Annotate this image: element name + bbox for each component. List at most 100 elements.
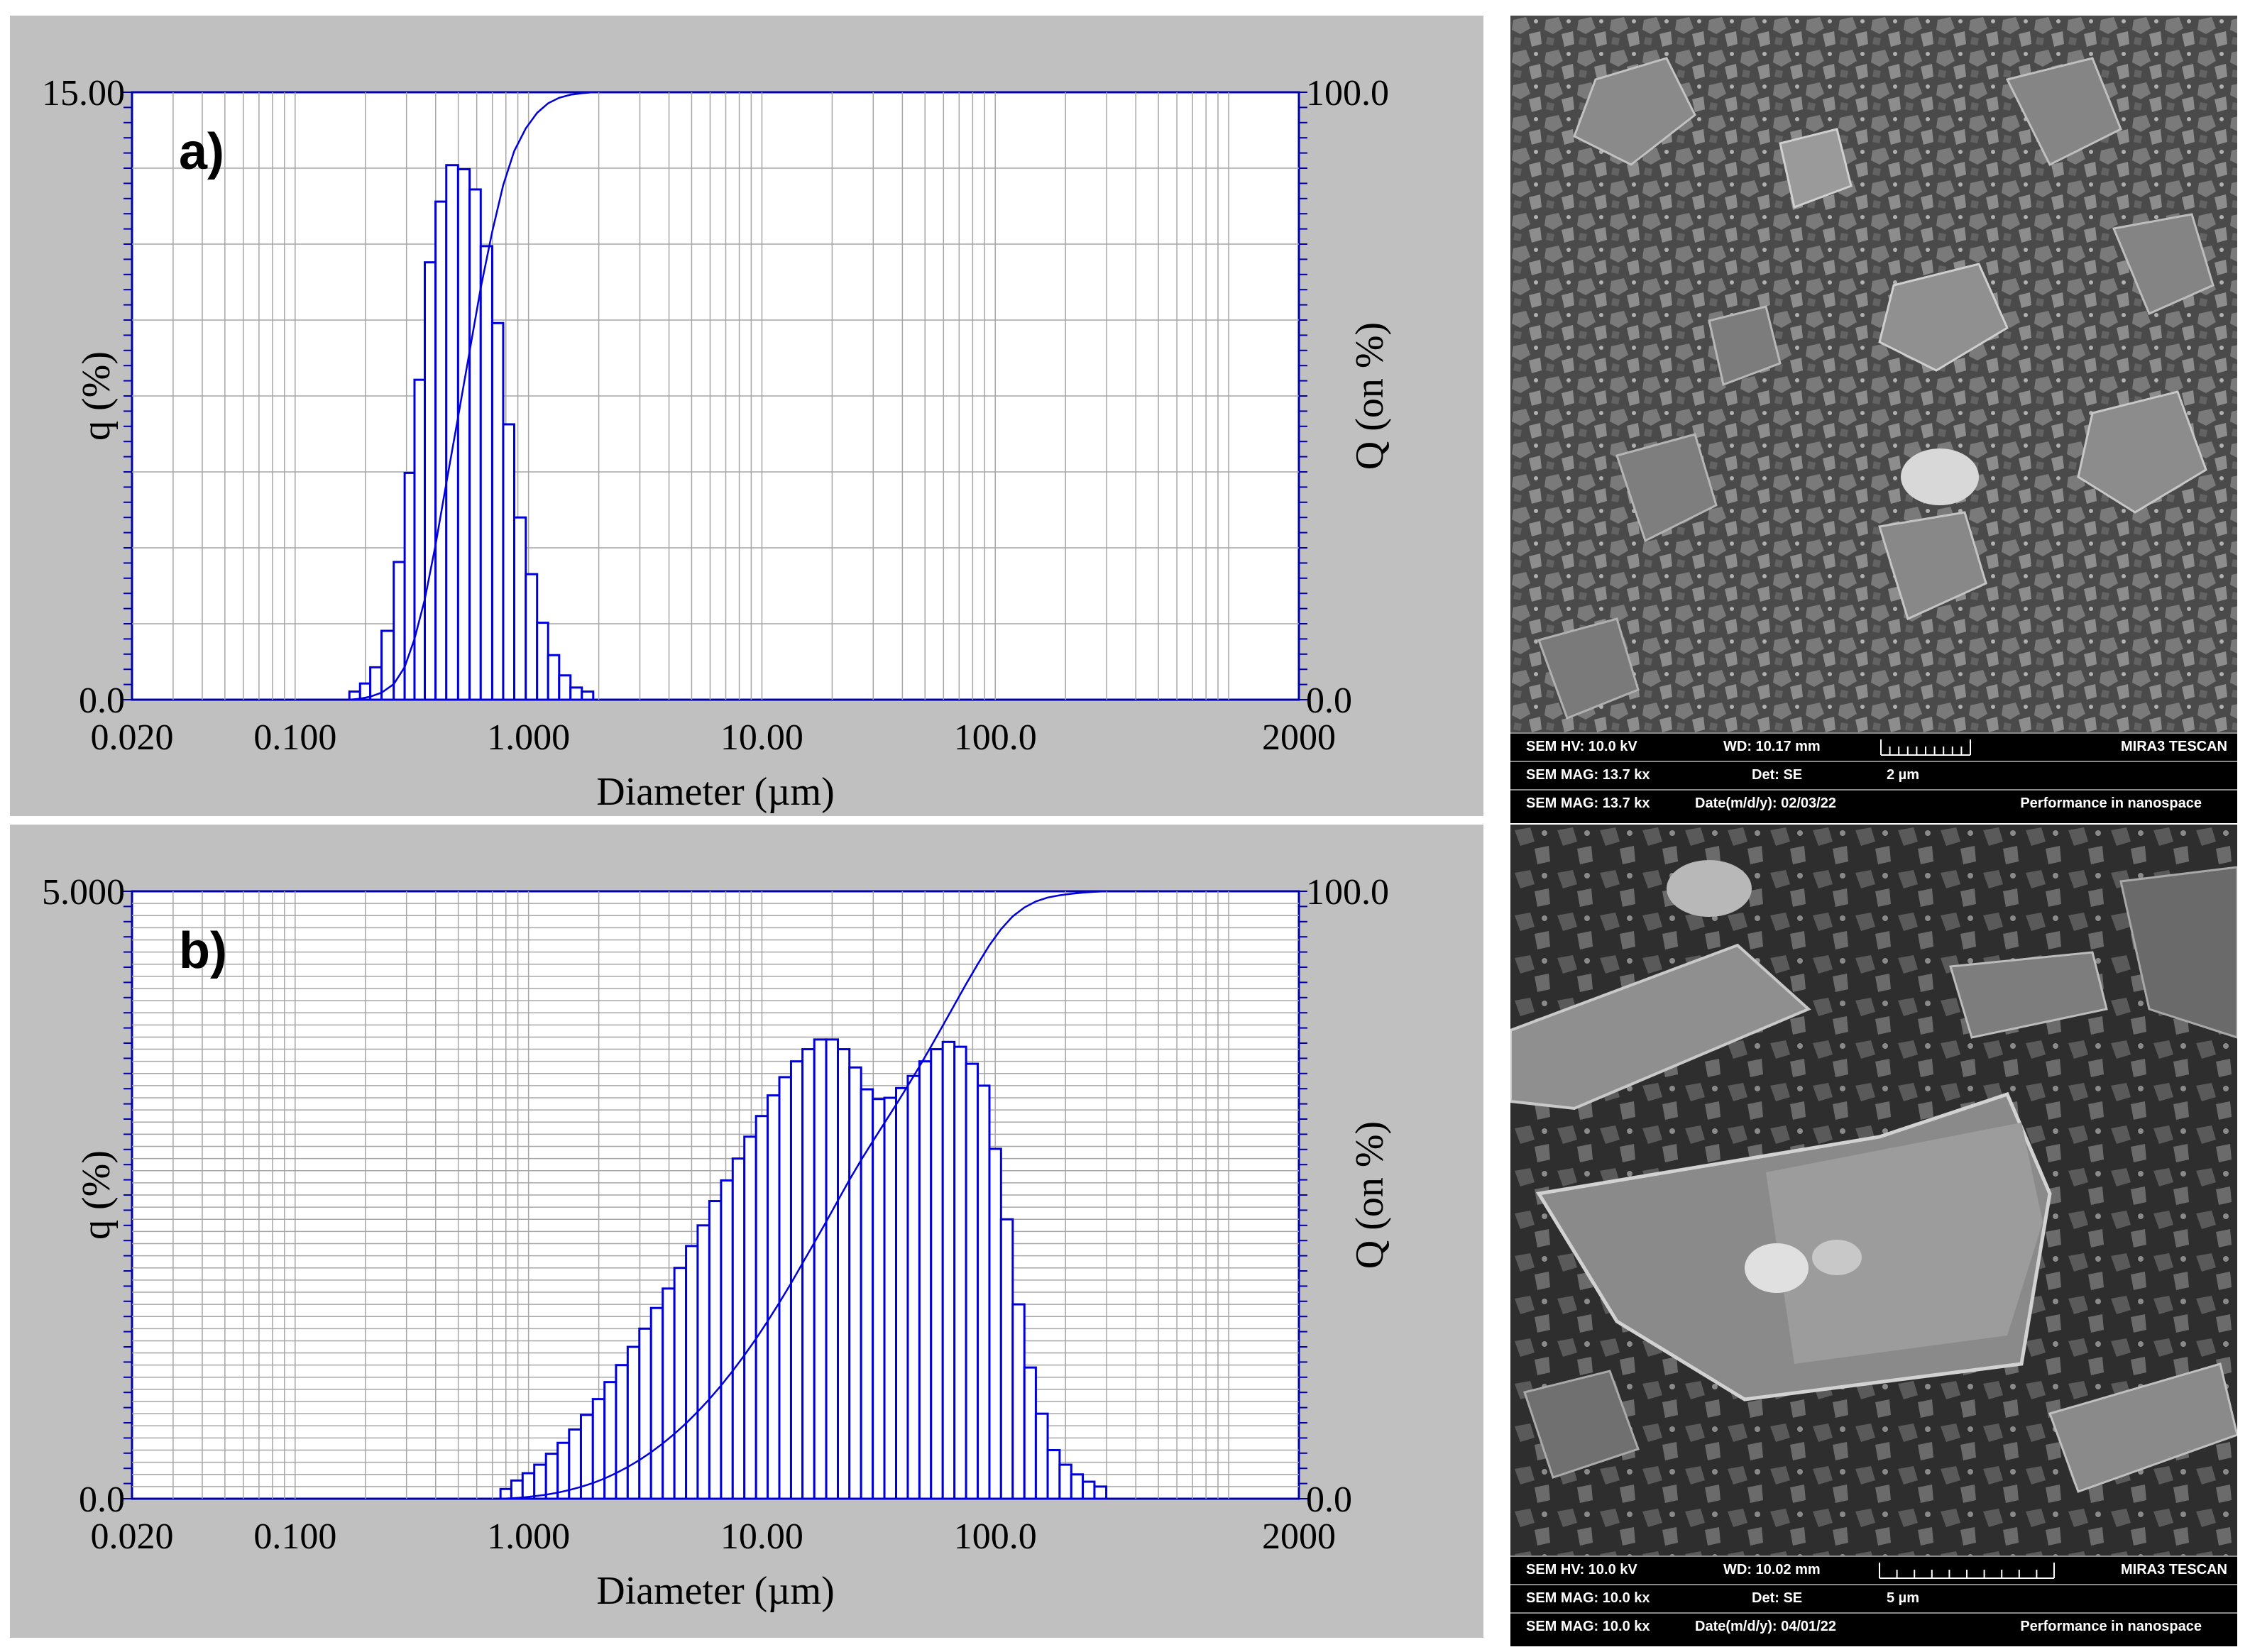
scale-bar-label: 5 µm (1887, 1590, 1919, 1606)
histogram-bar (499, 1487, 512, 1500)
psd-chart-b: 0.020 0.100 1.000 10.00 100.0 2000 5.000 0.0 100… (10, 825, 1483, 1638)
histogram-bar (965, 1062, 979, 1500)
histogram-bar (424, 261, 437, 701)
histogram-bar (685, 1245, 699, 1500)
histogram-bar (836, 1048, 851, 1500)
sem-info-bar-b: SEM HV: 10.0 kV WD: 10.02 mm MIRA3 TESCA… (1510, 1555, 2237, 1646)
sem-detector-label: Det: SE (1752, 1590, 1803, 1606)
x-tick-label: 0.020 (91, 717, 174, 758)
histogram-bar (953, 1045, 967, 1500)
sem-date-label: Date(m/d/y): 02/03/22 (1695, 795, 1836, 811)
histogram-bar (649, 1306, 664, 1500)
histogram-bar (536, 622, 549, 701)
sem-image-b: SEM HV: 10.0 kV WD: 10.02 mm MIRA3 TESCA… (1510, 825, 2237, 1646)
y-right-bottom-label: 0.0 (1306, 1480, 1352, 1520)
sem-mag-label: SEM MAG: 10.0 kx (1526, 1590, 1650, 1606)
sem-info-row: SEM MAG: 13.7 kx Det: SE 2 µm (1510, 761, 2237, 789)
y-right-top-label: 100.0 (1306, 872, 1389, 913)
cumulative-curve (349, 91, 593, 701)
histogram-bar (754, 1115, 769, 1500)
histogram-bar (521, 1472, 536, 1500)
histogram-bar (1058, 1463, 1072, 1500)
x-axis-title: Diameter (µm) (596, 770, 834, 814)
x-axis-title: Diameter (µm) (596, 1569, 834, 1613)
psd-chart-b-svg: 0.020 0.100 1.000 10.00 100.0 2000 5.000 0.0 100… (42, 872, 1392, 1613)
x-tick-label: 100.0 (954, 1516, 1037, 1557)
scale-bar (1880, 739, 1971, 756)
histogram-bar (510, 1479, 524, 1500)
histogram-bar (743, 1135, 757, 1500)
y-right-top-label: 100.0 (1306, 73, 1389, 114)
histogram-bar (490, 321, 505, 701)
panel-label: b) (179, 923, 227, 979)
y-top-label: 15.00 (42, 73, 125, 114)
histogram-bar (1093, 1485, 1108, 1500)
histogram-bar (393, 561, 406, 701)
x-tick-label: 1.000 (487, 717, 570, 758)
histogram-bar (720, 1179, 734, 1500)
scale-bar (1879, 1563, 2055, 1579)
sem-mag-label: SEM MAG: 13.7 kx (1526, 795, 1650, 811)
histogram-bar (767, 1094, 781, 1500)
sem-hv-label: SEM HV: 10.0 kV (1526, 739, 1637, 754)
scale-bar-label: 2 µm (1887, 767, 1919, 783)
histogram-bar (569, 686, 583, 701)
x-tick-label: 10.00 (720, 717, 803, 758)
histogram-bar (708, 1200, 723, 1500)
histogram-bar (1034, 1412, 1049, 1500)
psd-chart-a-svg: 0.020 0.100 1.000 10.00 100.0 2000 15.00 0.0 100… (42, 73, 1392, 814)
histogram-bar (825, 1038, 839, 1500)
y-axis-title: q (%) (75, 351, 119, 441)
histogram-bar (544, 1453, 559, 1500)
histogram-bar (502, 423, 515, 701)
sem-mag-label: SEM MAG: 13.7 kx (1526, 767, 1650, 783)
histogram-bar (673, 1267, 688, 1500)
histogram-bar (941, 1040, 956, 1500)
sem-wd-label: WD: 10.02 mm (1723, 1562, 1821, 1577)
y-axis-right-title: Q (on %) (1348, 1121, 1392, 1269)
x-tick-label: 2000 (1262, 1516, 1336, 1557)
histogram-bar (413, 378, 427, 701)
histogram-bar (1023, 1366, 1037, 1500)
y-right-bottom-label: 0.0 (1306, 681, 1352, 721)
histogram-bar (999, 1218, 1014, 1500)
y-top-label: 5.000 (42, 872, 125, 913)
histogram-bar (894, 1086, 909, 1500)
histogram-bar (512, 516, 527, 701)
x-tick-label: 0.100 (253, 717, 336, 758)
histogram-bar (696, 1224, 710, 1500)
psd-chart-a: 0.020 0.100 1.000 10.00 100.0 2000 15.00 0.0 100… (10, 16, 1483, 816)
sem-date-label: Date(m/d/y): 04/01/22 (1695, 1619, 1836, 1634)
sem-info-row: SEM MAG: 10.0 kx Date(m/d/y): 04/01/22 P… (1510, 1612, 2237, 1641)
histogram-bar (638, 1327, 652, 1500)
sem-micrograph-a (1510, 16, 2237, 732)
x-tick-label: 10.00 (720, 1516, 803, 1557)
histogram-bar (615, 1364, 629, 1500)
histogram-bar (918, 1060, 933, 1500)
histogram-bar (533, 1463, 547, 1500)
sem-info-row: SEM HV: 10.0 kV WD: 10.17 mm MIRA3 TESCA… (1510, 732, 2237, 761)
histogram-bar (434, 200, 448, 701)
sem-micrograph-b (1510, 825, 2237, 1555)
x-tick-label: 100.0 (954, 717, 1037, 758)
histogram-bar (456, 167, 471, 701)
y-bottom-label: 0.0 (79, 681, 125, 721)
sem-brand-label: MIRA3 TESCAN (2120, 739, 2227, 754)
histogram-bar (1082, 1480, 1096, 1500)
histogram-bar (906, 1074, 921, 1500)
sem-info-row: SEM MAG: 10.0 kx Det: SE 5 µm (1510, 1584, 2237, 1612)
histogram-bar (988, 1147, 1002, 1500)
histogram-bar (801, 1048, 816, 1500)
sem-detector-label: Det: SE (1752, 767, 1803, 783)
histogram-bar (558, 674, 572, 701)
histogram-bar (626, 1345, 641, 1500)
histogram-bar (468, 188, 482, 701)
histogram-bar (883, 1096, 897, 1500)
sem-info-row: SEM HV: 10.0 kV WD: 10.02 mm MIRA3 TESCA… (1510, 1555, 2237, 1584)
histogram-bar (445, 164, 459, 701)
histogram-bar (977, 1084, 991, 1500)
histogram-bar (848, 1066, 862, 1500)
y-axis-right-title: Q (on %) (1348, 322, 1392, 470)
histogram-bar (1070, 1473, 1085, 1500)
histogram-bar (547, 654, 561, 701)
